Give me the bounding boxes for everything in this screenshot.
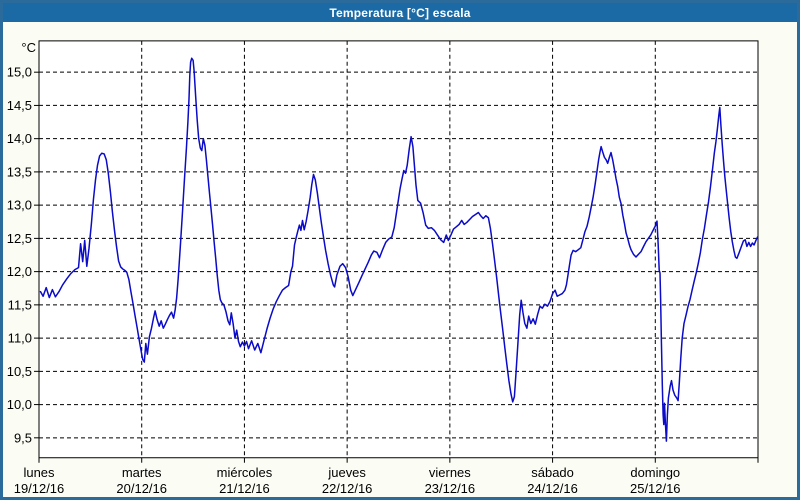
y-tick-label: 15,0 <box>7 65 32 80</box>
y-tick-label: 12,5 <box>7 231 32 246</box>
x-day-name: viernes <box>429 465 471 480</box>
y-tick-label: 10,0 <box>7 397 32 412</box>
y-tick-label: 11,5 <box>8 297 32 312</box>
x-day-date: 23/12/16 <box>425 481 476 496</box>
temperature-line-chart: °C 15,0 14,5 14,0 13,5 13,0 12,5 12,0 11,5 11,0 10… <box>7 40 759 496</box>
y-tick-label: 11,0 <box>8 331 32 346</box>
y-tick-label: 9,5 <box>14 430 32 445</box>
x-day-date: 25/12/16 <box>630 481 681 496</box>
x-day-date: 22/12/16 <box>322 481 373 496</box>
x-day-date: 21/12/16 <box>219 481 270 496</box>
x-day-name: sábado <box>531 465 574 480</box>
y-tick-label: 12,0 <box>7 264 32 279</box>
x-day-date: 20/12/16 <box>116 481 167 496</box>
x-day-name: miércoles <box>217 465 273 480</box>
chart-content: °C 15,0 14,5 14,0 13,5 13,0 12,5 12,0 11,5 11,0 10… <box>3 22 797 497</box>
x-day-date: 19/12/16 <box>14 481 65 496</box>
x-day-name: domingo <box>630 465 680 480</box>
x-day-date: 24/12/16 <box>527 481 578 496</box>
temperature-line <box>39 57 759 442</box>
window-titlebar[interactable]: Temperatura [°C] escala <box>3 3 797 22</box>
plot-frame <box>38 40 759 459</box>
y-tick-label: 14,5 <box>7 98 32 113</box>
window-title: Temperatura [°C] escala <box>329 5 471 20</box>
x-day-name: lunes <box>23 465 54 480</box>
x-day-name: martes <box>122 465 162 480</box>
y-tick-label: 10,5 <box>7 364 32 379</box>
y-tick-label: 13,5 <box>7 164 32 179</box>
y-tick-label: 13,0 <box>7 198 32 213</box>
y-tick-label: 14,0 <box>7 131 32 146</box>
x-day-name: jueves <box>327 465 366 480</box>
y-axis-unit-label: °C <box>21 40 36 55</box>
